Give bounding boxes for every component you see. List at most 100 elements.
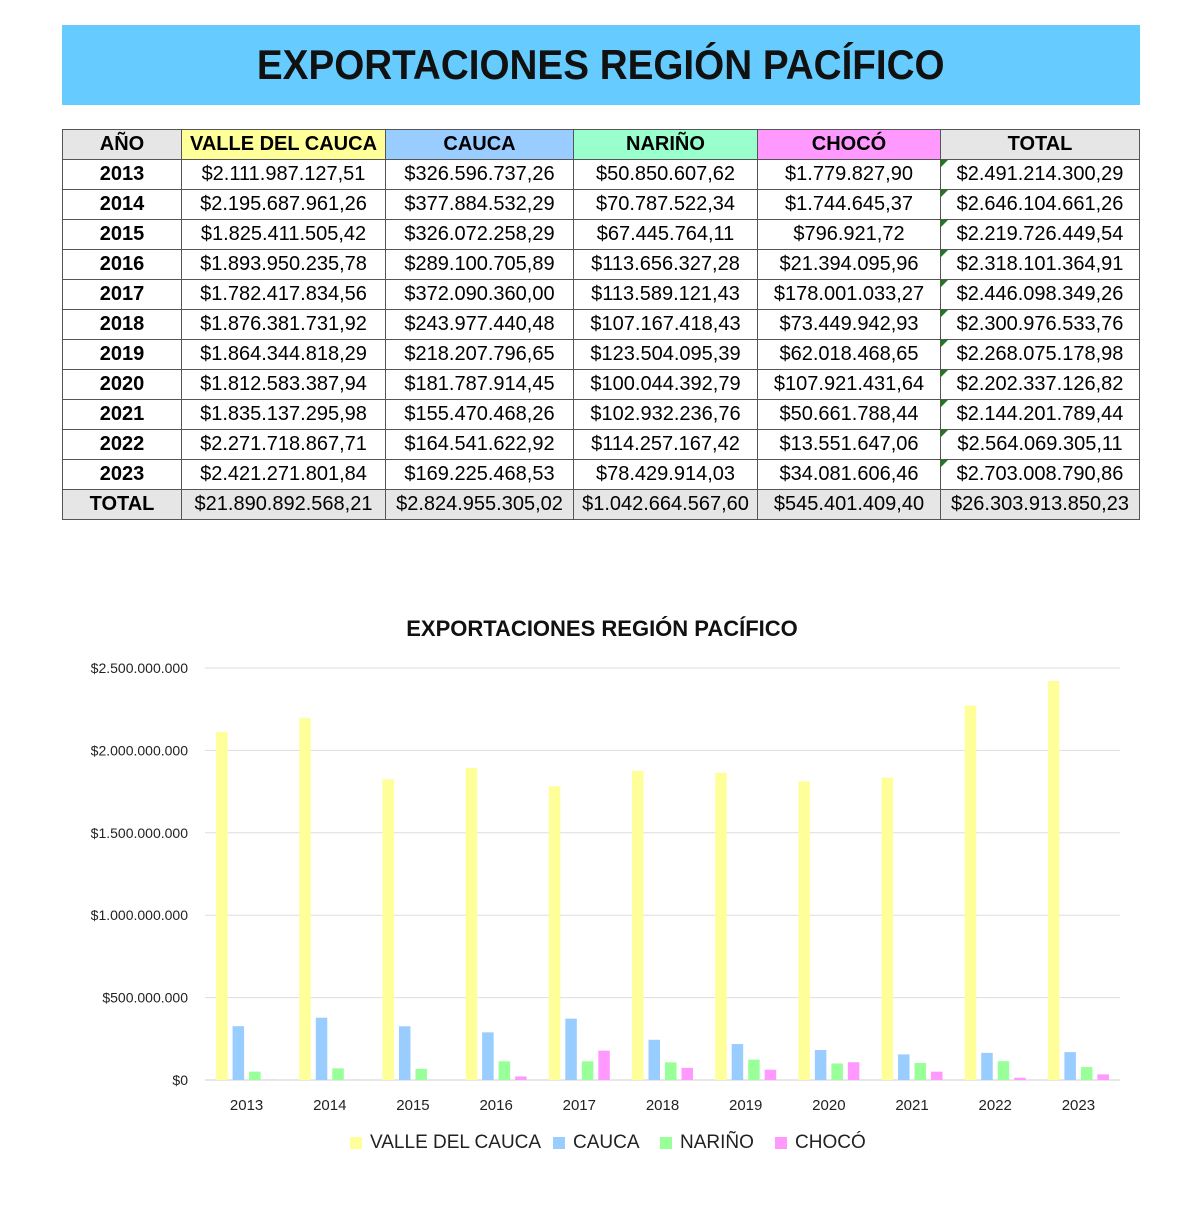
cell-total: $2.268.075.178,98 — [940, 339, 1140, 370]
bar-narino-2020 — [831, 1063, 843, 1080]
cell-narino: $50.850.607,62 — [573, 159, 758, 190]
legend-label-choco: CHOCÓ — [795, 1131, 866, 1153]
bar-valle-del-cauca-2015 — [382, 779, 394, 1080]
cell-choco: $21.394.095,96 — [757, 249, 941, 280]
total-cell-cauca: $2.824.955.305,02 — [385, 489, 574, 520]
cell-narino: $100.044.392,79 — [573, 369, 758, 400]
bar-choco-2016 — [515, 1076, 527, 1080]
header-choco: CHOCÓ — [757, 129, 941, 160]
bar-cauca-2019 — [731, 1044, 744, 1080]
cell-total: $2.318.101.364,91 — [940, 249, 1140, 280]
table-row: 2023 $2.421.271.801,84 $169.225.468,53 $78.… — [62, 459, 1140, 490]
chart-legend: VALLE DEL CAUCA CAUCA NARIÑO CHOCÓ — [350, 1131, 866, 1153]
y-tick-label: $0 — [172, 1072, 188, 1088]
cell-cauca: $326.596.737,26 — [385, 159, 574, 190]
cell-narino: $114.257.167,42 — [573, 429, 758, 460]
cell-year: 2017 — [62, 279, 182, 310]
cell-year: 2022 — [62, 429, 182, 460]
cell-choco: $1.744.645,37 — [757, 189, 941, 220]
cell-cauca: $326.072.258,29 — [385, 219, 574, 250]
cell-cauca: $155.470.468,26 — [385, 399, 574, 430]
y-tick-label: $500.000.000 — [102, 990, 188, 1006]
cell-total: $2.446.098.349,26 — [940, 279, 1140, 310]
header-year: AÑO — [62, 129, 182, 160]
legend-swatch-narino — [660, 1137, 672, 1149]
table-row: 2017 $1.782.417.834,56 $372.090.360,00 $113… — [62, 279, 1140, 310]
title-banner: EXPORTACIONES REGIÓN PACÍFICO — [62, 25, 1140, 105]
cell-total: $2.646.104.661,26 — [940, 189, 1140, 220]
header-cauca: CAUCA — [385, 129, 574, 160]
header-narino: NARIÑO — [573, 129, 758, 160]
cell-cauca: $169.225.468,53 — [385, 459, 574, 490]
bar-cauca-2022 — [981, 1052, 993, 1080]
header-valle-del-cauca: VALLE DEL CAUCA — [181, 129, 386, 160]
total-cell-choco: $545.401.409,40 — [757, 489, 941, 520]
bar-narino-2014 — [332, 1068, 344, 1080]
bar-cauca-2013 — [232, 1026, 245, 1080]
cell-year: 2023 — [62, 459, 182, 490]
x-axis-ticks: 2013 2014 2015 2016 2017 2018 2019 2020 2021 2022… — [230, 1097, 1095, 1114]
table-row: 2021 $1.835.137.295,98 $155.470.468,26 $102… — [62, 399, 1140, 430]
cell-valle-del-cauca: $2.195.687.961,26 — [181, 189, 386, 220]
bar-narino-2019 — [748, 1059, 760, 1080]
bar-cauca-2017 — [565, 1018, 577, 1080]
bar-cauca-2020 — [814, 1050, 827, 1080]
table-header-row: AÑO VALLE DEL CAUCA CAUCA NARIÑO CHOCÓ T… — [62, 129, 1140, 160]
legend-label-valle-del-cauca: VALLE DEL CAUCA — [370, 1132, 541, 1153]
bar-cauca-2015 — [398, 1026, 411, 1080]
cell-valle-del-cauca: $1.864.344.818,29 — [181, 339, 386, 370]
y-tick-label: $1.000.000.000 — [91, 907, 189, 923]
x-tick-label: 2023 — [1062, 1097, 1095, 1114]
x-tick-label: 2015 — [396, 1097, 429, 1114]
exports-table: AÑO VALLE DEL CAUCA CAUCA NARIÑO CHOCÓ T… — [62, 129, 1140, 520]
bar-choco-2023 — [1097, 1074, 1109, 1080]
cell-narino: $113.656.327,28 — [573, 249, 758, 280]
bar-valle-del-cauca-2013 — [216, 731, 228, 1080]
table-row: 2014 $2.195.687.961,26 $377.884.532,29 $70.… — [62, 189, 1140, 220]
bar-narino-2023 — [1080, 1067, 1093, 1080]
bar-narino-2016 — [498, 1061, 511, 1080]
bar-choco-2022 — [1014, 1077, 1026, 1080]
table-row: 2013 $2.111.987.127,51 $326.596.737,26 $50.… — [62, 159, 1140, 190]
cell-narino: $78.429.914,03 — [573, 459, 758, 490]
cell-narino: $123.504.095,39 — [573, 339, 758, 370]
cell-choco: $796.921,72 — [757, 219, 941, 250]
table-row: 2018 $1.876.381.731,92 $243.977.440,48 $107… — [62, 309, 1140, 340]
table-row: 2022 $2.271.718.867,71 $164.541.622,92 $114… — [62, 429, 1140, 460]
x-tick-label: 2022 — [979, 1097, 1012, 1114]
bar-valle-del-cauca-2018 — [632, 770, 644, 1080]
legend-label-narino: NARIÑO — [680, 1131, 754, 1153]
cell-choco: $73.449.942,93 — [757, 309, 941, 340]
bar-valle-del-cauca-2017 — [548, 786, 561, 1080]
cell-total: $2.300.976.533,76 — [940, 309, 1140, 340]
page-title: EXPORTACIONES REGIÓN PACÍFICO — [257, 41, 945, 88]
header-total: TOTAL — [940, 129, 1140, 160]
cell-year: 2021 — [62, 399, 182, 430]
cell-narino: $107.167.418,43 — [573, 309, 758, 340]
cell-year: 2020 — [62, 369, 182, 400]
cell-narino: $113.589.121,43 — [573, 279, 758, 310]
x-tick-label: 2021 — [895, 1097, 928, 1114]
x-tick-label: 2018 — [646, 1097, 679, 1114]
cell-valle-del-cauca: $1.876.381.731,92 — [181, 309, 386, 340]
bar-cauca-2023 — [1064, 1052, 1076, 1080]
legend-swatch-choco — [775, 1137, 787, 1149]
y-axis-ticks: $0 $500.000.000 $1.000.000.000 $1.500.000.0… — [91, 660, 189, 1088]
cell-valle-del-cauca: $2.111.987.127,51 — [181, 159, 386, 190]
bar-narino-2017 — [581, 1061, 594, 1080]
table-row: 2020 $1.812.583.387,94 $181.787.914,45 $100… — [62, 369, 1140, 400]
cell-narino: $102.932.236,76 — [573, 399, 758, 430]
cell-total: $2.564.069.305,11 — [940, 429, 1140, 460]
table-total-row: TOTAL $21.890.892.568,21 $2.824.955.305,02… — [62, 489, 1140, 520]
y-tick-label: $1.500.000.000 — [91, 825, 189, 841]
bar-narino-2021 — [914, 1063, 927, 1080]
cell-choco: $50.661.788,44 — [757, 399, 941, 430]
cell-cauca: $289.100.705,89 — [385, 249, 574, 280]
cell-valle-del-cauca: $2.271.718.867,71 — [181, 429, 386, 460]
cell-choco: $34.081.606,46 — [757, 459, 941, 490]
cell-total: $2.202.337.126,82 — [940, 369, 1140, 400]
chart-bars — [216, 680, 1109, 1080]
legend-swatch-cauca — [553, 1137, 565, 1149]
chart-gridlines — [205, 667, 1120, 1081]
bar-choco-2018 — [681, 1067, 693, 1080]
